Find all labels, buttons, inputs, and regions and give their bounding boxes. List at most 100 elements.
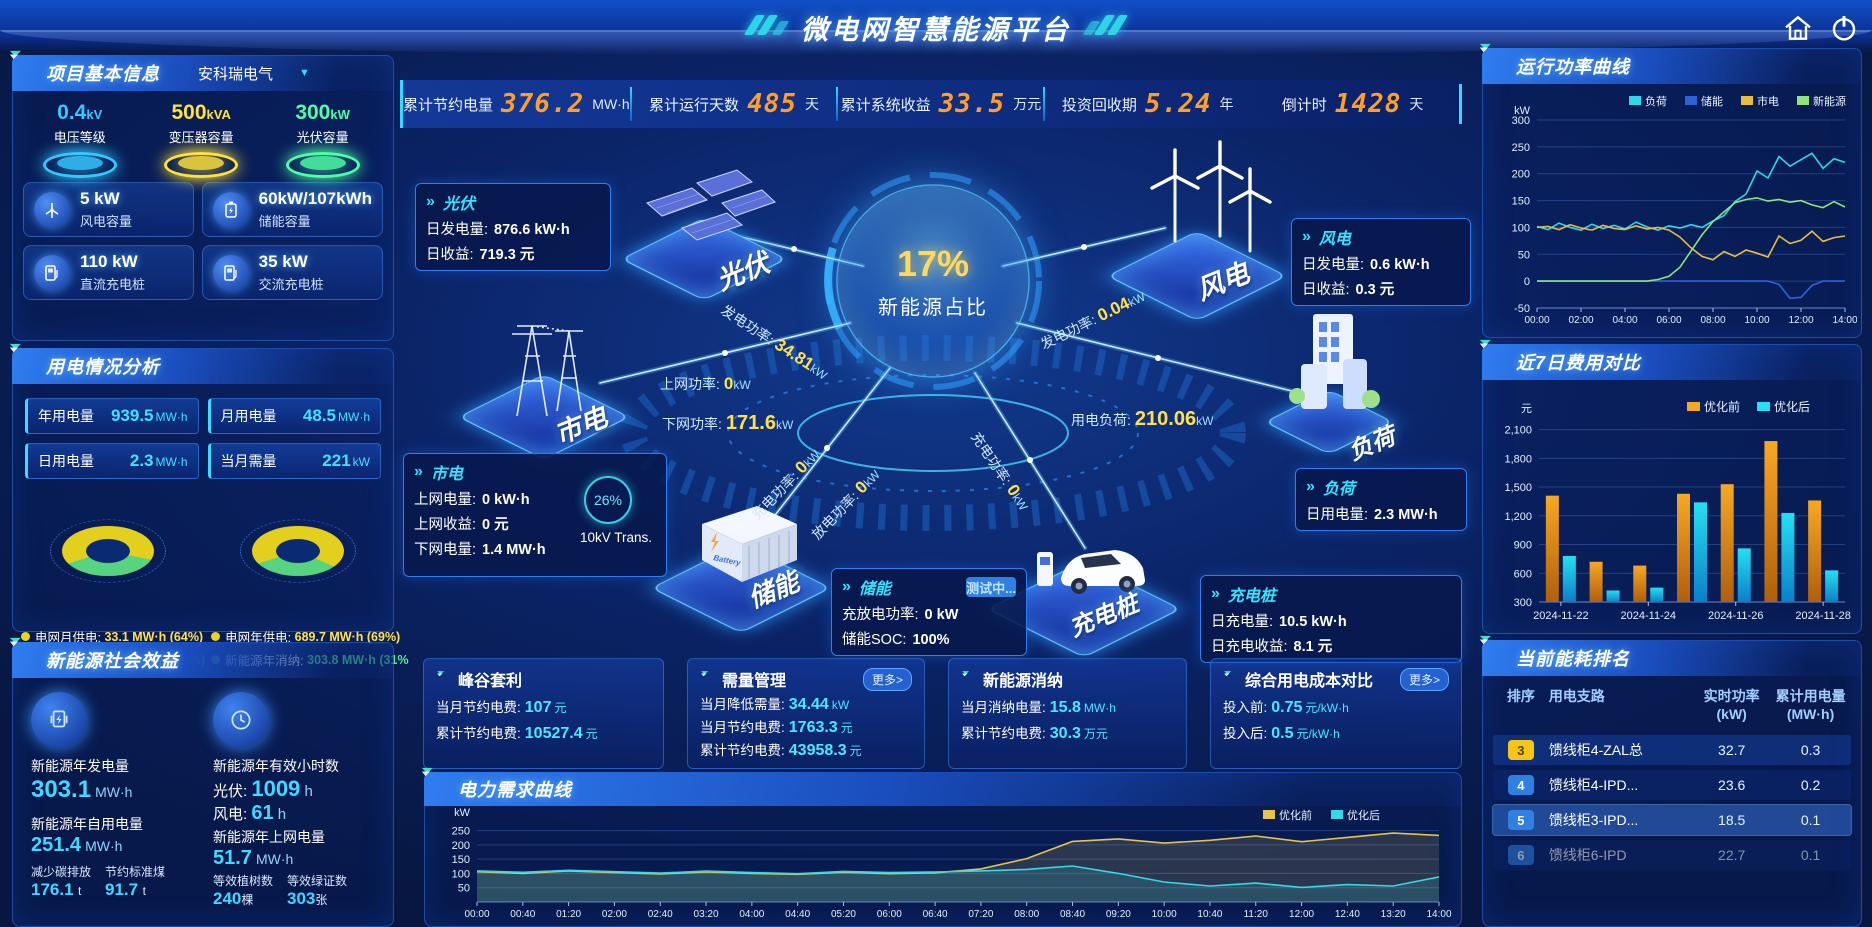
svg-text:06:00: 06:00 (1656, 315, 1681, 326)
grid-info-card: » 市电 上网电量: 0 kW·h 上网收益: 0 元 下网电量: 1.4 MW·h 2… (403, 453, 667, 577)
svg-text:100: 100 (1512, 222, 1530, 234)
svg-text:14:00: 14:00 (1832, 315, 1857, 326)
stat-saved-energy: 累计节约电量 376.2 MW·h (403, 89, 630, 119)
svg-text:150: 150 (452, 854, 470, 866)
donut-year (240, 505, 356, 597)
page-title: 微电网智慧能源平台 (801, 15, 1071, 45)
solar-panels-icon (646, 169, 776, 241)
svg-text:10:00: 10:00 (1744, 315, 1769, 326)
svg-text:0: 0 (1524, 276, 1530, 288)
svg-text:kW: kW (454, 808, 471, 819)
stat-total-income: 累计系统收益 33.5 万元 (840, 89, 1042, 119)
svg-text:01:20: 01:20 (556, 909, 581, 920)
svg-text:04:00: 04:00 (739, 909, 764, 920)
chevrons-icon: » (842, 578, 851, 595)
chip-month-usage: 月用电量 48.5 MW·h (207, 398, 381, 434)
svg-text:元: 元 (1521, 403, 1532, 415)
svg-text:2,100: 2,100 (1504, 425, 1532, 437)
svg-text:300: 300 (1514, 597, 1532, 609)
panel-title: 当前能耗排名 (1516, 649, 1630, 669)
card-storage-capacity: 60kW/107kWh 储能容量 (201, 182, 383, 237)
svg-text:10:40: 10:40 (1197, 909, 1222, 920)
svg-text:05:20: 05:20 (831, 909, 856, 920)
chevrons-icon: » (426, 193, 435, 210)
renewable-share-sphere: 17% 新能源占比 (838, 186, 1028, 376)
panel-project-info: 项目基本信息 安科瑞电气 ▼ 0.4kV 电压等级 500kVA 变压器容量 3… (9, 50, 394, 341)
svg-text:优化前: 优化前 (1704, 399, 1740, 414)
flag-icon (961, 670, 975, 689)
svg-text:04:00: 04:00 (1612, 315, 1637, 326)
decorative-slash-icon (743, 15, 790, 40)
svg-text:2024-11-28: 2024-11-28 (1795, 610, 1850, 622)
chevrons-icon: » (1306, 478, 1315, 495)
svg-text:50: 50 (458, 883, 470, 895)
svg-text:14:00: 14:00 (1426, 909, 1451, 920)
svg-text:250: 250 (1512, 142, 1530, 154)
svg-text:1,800: 1,800 (1504, 453, 1532, 465)
svg-text:09:20: 09:20 (1106, 909, 1131, 920)
storage-status-badge: 测试中... (966, 577, 1016, 597)
stat-run-days: 累计运行天数 485 天 (649, 89, 820, 119)
svg-text:新能源: 新能源 (1813, 94, 1846, 108)
ev-car-icon (1037, 550, 1145, 594)
mini-carbon: 减少碳排放 176.1 t (31, 865, 92, 899)
table-row[interactable]: 4 馈线柜4-IPD... 23.6 0.2 (1493, 770, 1851, 800)
legend-grid-year: 电网年供电: 689.7 MW·h (69%) (211, 627, 408, 646)
stat-countdown: 倒计时 1428 天 (1281, 89, 1424, 119)
flow-load-power: 用电负荷: 210.06kW (1071, 408, 1214, 430)
more-button[interactable]: 更多> (1399, 667, 1449, 691)
flag-icon (8, 636, 30, 663)
home-icon[interactable] (1782, 12, 1814, 44)
flag-icon (1223, 670, 1237, 689)
svg-text:10:00: 10:00 (1152, 909, 1177, 920)
svg-text:1,500: 1,500 (1504, 482, 1532, 494)
table-row[interactable]: 6 馈线柜6-IPD 22.7 0.1 (1493, 840, 1851, 870)
svg-text:市电: 市电 (1757, 94, 1779, 108)
social-col-generation: 新能源年发电量 303.1 MW·h 新能源年自用电量 251.4 MW·h 减少碳… (31, 692, 193, 909)
rank-badge: 6 (1507, 845, 1534, 865)
more-button[interactable]: 更多> (862, 667, 912, 691)
svg-text:00:40: 00:40 (510, 909, 535, 920)
table-row[interactable]: 3 馈线柜4-ZAL总 32.7 0.3 (1493, 735, 1851, 765)
chip-month-demand: 当月需量 221 kW (207, 443, 381, 479)
transformer-ratio: 26% (584, 476, 632, 524)
header-bar: 微电网智慧能源平台 (0, 0, 1872, 56)
decorative-slash-icon (1082, 15, 1129, 40)
capacity-pods: 0.4kV 电压等级 500kVA 变压器容量 300kW 光伏容量 (13, 91, 393, 178)
mini-trees: 等效植树数 240棵 (213, 874, 274, 908)
flow-down-grid: 下网功率: 171.6kW (662, 412, 794, 434)
svg-text:储能: 储能 (1701, 94, 1723, 108)
svg-text:12:00: 12:00 (1788, 315, 1813, 326)
ac-charger-icon (212, 254, 249, 291)
battery-icon (212, 191, 249, 228)
chevrons-icon: » (414, 463, 423, 480)
svg-text:100: 100 (452, 868, 470, 880)
svg-text:02:40: 02:40 (648, 909, 673, 920)
svg-text:-50: -50 (1514, 303, 1530, 315)
company-name: 安科瑞电气 (198, 65, 274, 83)
generation-icon (31, 692, 87, 748)
power-curve-chart: -50 0 50 100 150 200 250 300kW 00:00 02:00 04:00 06… (1512, 94, 1858, 326)
storage-info-card: » 储能 测试中... 充放电功率: 0 kW 储能SOC: 100% (831, 568, 1027, 656)
demand-curve-chart: 50 100 150 200 250 kW 00:00 00:40 01:20 02:00 02:4… (452, 807, 1452, 920)
panel-energy-ranking: 当前能耗排名 排序 用电支路 实时功率(kW) 累计用电量(MW·h) 3 馈线… (1479, 635, 1862, 927)
power-icon[interactable] (1828, 12, 1860, 44)
load-info-card: » 负荷 日用电量: 2.3 MW·h (1295, 468, 1467, 531)
social-col-hours: 新能源年有效小时数 光伏: 1009 h 风电: 61 h 新能源年上网电量 5… (213, 692, 375, 909)
company-dropdown[interactable]: 安科瑞电气 ▼ (198, 63, 310, 84)
battery-container-icon: Battery (702, 506, 797, 582)
chip-year-usage: 年用电量 939.5 MW·h (25, 398, 199, 434)
flag-icon (1478, 634, 1500, 661)
chip-day-usage: 日用电量 2.3 MW·h (25, 443, 199, 479)
panel-title: 运行功率曲线 (1516, 57, 1630, 77)
transformer-label: 10kV Trans. (579, 530, 652, 545)
card-dc-charger: 110 kW 直流充电桩 (23, 245, 194, 300)
panel-usage-analysis: 用电情况分析 年用电量 939.5 MW·h 月用电量 48.5 MW·h 日用电量 2.… (9, 343, 409, 668)
svg-text:kW: kW (1514, 105, 1531, 117)
flag-icon (420, 766, 442, 793)
card-ac-charger: 35 kW 交流充电桩 (201, 245, 383, 300)
svg-text:13:20: 13:20 (1381, 909, 1406, 920)
table-row[interactable]: 5 馈线柜3-IPD... 18.5 0.1 (1492, 804, 1852, 836)
pile-info-card: » 充电桩 日充电量: 10.5 kW·h 日充电收益: 8.1 元 (1200, 575, 1462, 663)
